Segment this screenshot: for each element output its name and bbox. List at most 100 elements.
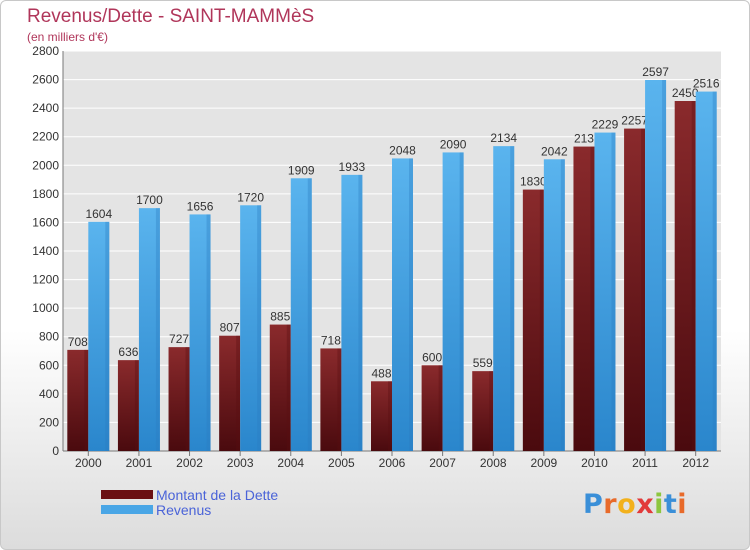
bar-shade [337, 348, 342, 451]
x-tick-label: 2012 [682, 456, 709, 470]
bar-shade [236, 335, 241, 451]
legend-swatch-revenus [101, 505, 153, 514]
bar-revenus [645, 80, 667, 451]
data-label: 885 [270, 310, 290, 324]
x-tick-label: 2010 [581, 456, 608, 470]
bar-shade [712, 91, 717, 452]
bar-dette [472, 371, 494, 451]
x-tick-label: 2008 [480, 456, 507, 470]
bar-revenus [189, 214, 211, 451]
bar-shade [206, 214, 211, 451]
bar-revenus [695, 91, 717, 452]
logo-letter-0: P [583, 489, 604, 520]
bar-revenus [543, 159, 565, 452]
y-tick-label: 1200 [32, 273, 59, 287]
x-tick-label: 2011 [632, 456, 658, 470]
bar-shade [185, 347, 190, 451]
bar-shade [409, 158, 413, 451]
data-label: 2229 [592, 118, 619, 132]
x-tick-label: 2005 [328, 456, 355, 470]
bar-shade [105, 221, 110, 451]
bar-revenus [138, 208, 160, 451]
bar-dette [624, 128, 646, 452]
logo-letter-5: t [663, 489, 678, 520]
y-tick-label: 2400 [32, 101, 59, 115]
bar-dette [371, 381, 392, 451]
logo-letter-6: i [677, 489, 688, 520]
bar-shade [307, 178, 312, 452]
y-tick-label: 1400 [32, 244, 59, 258]
data-label: 1933 [339, 160, 366, 174]
data-label: 2090 [440, 137, 467, 151]
data-label: 2048 [389, 143, 416, 157]
bar-shade [155, 208, 160, 451]
bar-shade [539, 189, 544, 452]
data-label: 708 [68, 335, 88, 349]
y-tick-label: 2800 [32, 44, 59, 58]
logo-letter-2: o [617, 489, 637, 520]
logo-letter-3: x [636, 489, 655, 520]
bar-dette [522, 189, 544, 452]
bar-shade [662, 80, 667, 451]
bar-dette [421, 365, 443, 451]
bar-shade [134, 360, 139, 451]
bar-dette [674, 101, 696, 451]
bar-dette [67, 349, 89, 451]
y-tick-label: 1000 [32, 301, 59, 315]
bar-shade [489, 371, 494, 451]
data-label: 718 [321, 333, 341, 347]
y-tick-label: 2600 [32, 73, 59, 87]
data-label: 807 [220, 321, 240, 335]
y-tick-label: 400 [39, 387, 59, 401]
logo-letter-1: r [603, 489, 618, 520]
bar-shade [438, 365, 443, 451]
y-tick-label: 800 [39, 330, 59, 344]
legend: Montant de la Dette Revenus [101, 486, 279, 518]
bar-shade [257, 205, 262, 451]
x-tick-label: 2007 [429, 456, 456, 470]
data-label: 2134 [490, 131, 517, 145]
data-label: 1720 [237, 190, 264, 204]
chart-title: Revenus/Dette - SAINT-MAMMèS [27, 6, 315, 27]
data-label: 2257 [621, 114, 648, 128]
x-tick-label: 2000 [75, 456, 102, 470]
bar-dette [320, 348, 342, 451]
data-label: 559 [473, 356, 493, 370]
bar-shade [691, 101, 696, 451]
legend-label-dette: Montant de la Dette [156, 486, 279, 503]
data-label: 1830 [520, 175, 547, 189]
bar-shade [510, 146, 515, 451]
bar-shade [358, 174, 363, 451]
data-label: 488 [371, 366, 391, 380]
data-label: 1909 [288, 163, 315, 177]
data-label: 213 [574, 132, 594, 146]
data-label: 2516 [693, 77, 720, 91]
bar-shade [560, 159, 565, 452]
bar-revenus [392, 158, 413, 451]
bar-revenus [594, 132, 616, 452]
bar-shade [641, 128, 646, 452]
legend-swatch-dette [101, 490, 153, 499]
bar-revenus [290, 178, 312, 452]
data-label: 1700 [136, 193, 163, 207]
data-label: 2042 [541, 144, 568, 158]
bar-shade [286, 324, 291, 451]
legend-item-revenus: Revenus [101, 502, 278, 518]
bar-dette [168, 347, 190, 451]
y-tick-label: 200 [39, 415, 59, 429]
y-tick-label: 0 [52, 444, 59, 458]
bar-shade [459, 152, 464, 451]
data-label: 727 [169, 332, 189, 346]
data-label: 600 [422, 350, 442, 364]
y-tick-label: 1800 [32, 187, 59, 201]
bar-dette [117, 360, 139, 451]
x-tick-label: 2004 [277, 456, 304, 470]
data-label: 2450 [672, 86, 699, 100]
bar-shade [84, 349, 89, 451]
y-tick-label: 2000 [32, 158, 59, 172]
y-tick-label: 1600 [32, 215, 59, 229]
data-label: 636 [118, 345, 138, 359]
y-tick-label: 2200 [32, 130, 59, 144]
bar-shade [388, 381, 392, 451]
